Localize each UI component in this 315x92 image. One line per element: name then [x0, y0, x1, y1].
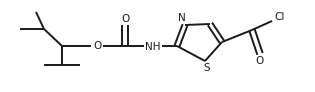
Text: N: N: [178, 13, 186, 23]
Text: O: O: [93, 41, 101, 51]
Text: Cl: Cl: [275, 12, 285, 22]
Text: S: S: [204, 63, 210, 73]
Text: O: O: [121, 14, 129, 24]
Text: NH: NH: [145, 42, 161, 52]
Text: O: O: [256, 56, 264, 66]
